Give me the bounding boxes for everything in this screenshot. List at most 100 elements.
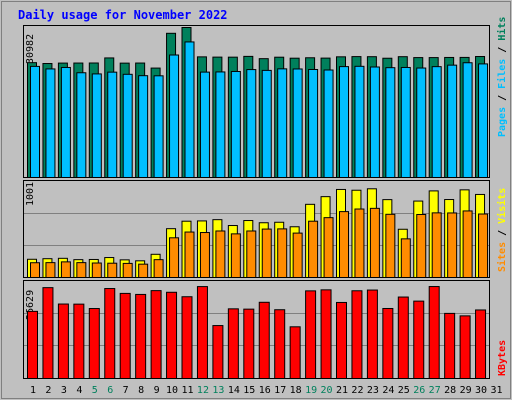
x-tick-label: 31 <box>490 385 502 396</box>
sites-bar <box>400 238 411 278</box>
x-tick-label: 29 <box>460 385 472 396</box>
files-bar <box>447 64 458 178</box>
sites-bar <box>462 210 473 278</box>
kbytes-bar <box>57 303 69 380</box>
side-label-kbytes: KBytes <box>497 340 508 376</box>
panel-2-side-label: Sites / Visits <box>496 188 508 272</box>
x-tick-label: 23 <box>367 385 379 396</box>
files-bar <box>199 71 210 178</box>
sites-bar <box>308 220 319 279</box>
files-bar <box>138 75 149 178</box>
kbytes-bar <box>413 300 425 380</box>
files-bar <box>431 66 442 178</box>
kbytes-bar <box>428 286 440 379</box>
sites-bar <box>199 232 210 278</box>
x-tick-label: 30 <box>475 385 487 396</box>
sites-bar <box>431 212 442 278</box>
panel-visits-sites: 1001 Sites / Visits <box>23 180 508 279</box>
x-tick-label: 9 <box>154 385 160 396</box>
kbytes-bar <box>166 291 178 379</box>
x-tick-label: 15 <box>243 385 255 396</box>
side-label-sites: Sites <box>496 242 508 272</box>
sites-bar <box>354 208 365 278</box>
sites-bar <box>478 213 489 278</box>
x-tick-label: 25 <box>398 385 410 396</box>
kbytes-bar <box>382 307 394 380</box>
kbytes-bar <box>135 293 147 379</box>
side-label-files: Files <box>496 59 508 89</box>
sites-bar <box>215 230 226 278</box>
sites-bar <box>30 262 40 279</box>
x-tick-label: 17 <box>274 385 286 396</box>
panel-1-frame <box>23 25 490 178</box>
side-sep-3: / <box>497 224 508 242</box>
panel-1-side-label: Pages / Files / Hits <box>496 17 508 137</box>
x-tick-label: 5 <box>92 385 98 396</box>
files-bar <box>76 72 87 178</box>
panel-2-frame <box>23 180 490 278</box>
x-tick-label: 4 <box>76 385 82 396</box>
x-tick-label: 12 <box>197 385 209 396</box>
files-bar <box>122 73 133 178</box>
kbytes-bar <box>181 296 193 380</box>
kbytes-bar <box>366 289 378 379</box>
files-bar <box>91 73 102 178</box>
files-bar <box>292 68 303 178</box>
sites-bar <box>447 212 458 278</box>
x-tick-label: 27 <box>429 385 441 396</box>
x-tick-label: 6 <box>107 385 113 396</box>
x-tick-label: 14 <box>228 385 240 396</box>
sites-bar <box>292 232 303 278</box>
x-tick-label: 1 <box>30 385 36 396</box>
files-bar <box>478 63 489 178</box>
kbytes-bar <box>27 310 38 379</box>
kbytes-bar <box>351 290 363 379</box>
sites-bar <box>91 262 102 279</box>
x-tick-label: 10 <box>166 385 178 396</box>
x-tick-label: 3 <box>61 385 67 396</box>
files-bar <box>169 54 180 178</box>
kbytes-bar <box>459 315 471 379</box>
kbytes-bar <box>320 289 332 379</box>
sites-bar <box>138 263 149 279</box>
chart-title: Daily usage for November 2022 <box>18 8 228 22</box>
files-bar <box>369 66 380 178</box>
panel-3-frame <box>23 280 490 379</box>
panel-kbytes: 26629 KBytes <box>23 280 508 380</box>
x-tick-label: 19 <box>305 385 317 396</box>
sites-bar <box>230 233 241 278</box>
sites-bar <box>184 231 195 278</box>
kbytes-bar <box>336 301 347 379</box>
side-label-pages: Pages <box>497 107 508 137</box>
sites-bar <box>107 262 118 279</box>
sites-bar <box>169 237 180 278</box>
x-tick-label: 8 <box>138 385 144 396</box>
kbytes-bar <box>397 296 409 379</box>
sites-bar <box>339 211 349 279</box>
files-bar <box>215 71 226 178</box>
x-tick-label: 28 <box>444 385 456 396</box>
kbytes-bar <box>104 288 116 379</box>
side-sep-1: / <box>497 89 508 107</box>
files-bar <box>261 69 272 178</box>
x-tick-label: 2 <box>45 385 51 396</box>
kbytes-bar <box>212 325 224 380</box>
sites-bar <box>261 228 272 279</box>
panel-1-ymax-label: 30982 <box>25 34 36 64</box>
x-tick-label: 26 <box>413 385 425 396</box>
sites-bar <box>122 262 133 279</box>
side-sep-2: / <box>497 41 508 59</box>
files-bar <box>339 66 349 178</box>
x-tick-label: 16 <box>259 385 271 396</box>
sites-bar <box>76 262 87 278</box>
files-bar <box>246 69 257 178</box>
panel-hits-files-pages: 30982 Pages / Files / Hits <box>23 17 508 179</box>
svg-text:Pages / Files / Hits: Pages / Files / Hits <box>496 17 508 137</box>
kbytes-bar <box>196 286 208 379</box>
files-bar <box>323 69 334 178</box>
kbytes-bar <box>258 301 270 380</box>
files-bar <box>45 68 56 178</box>
sites-bar <box>45 262 56 278</box>
